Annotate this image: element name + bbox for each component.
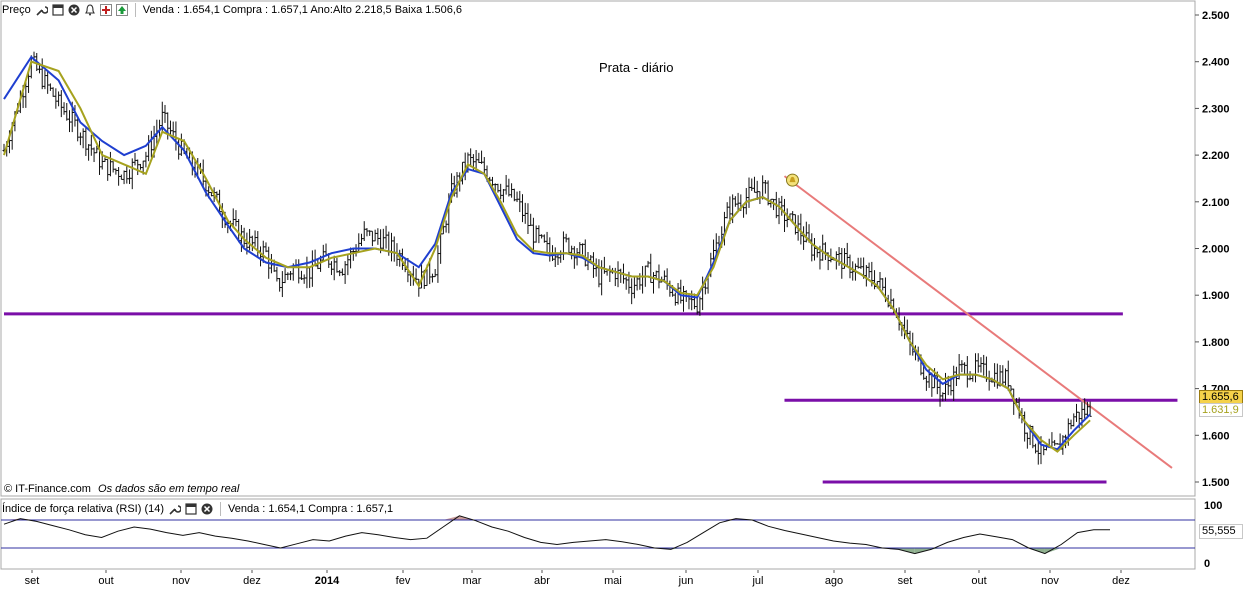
x-tick-label: jul [751,575,763,587]
rsi-panel-label: Índice de força relativa (RSI) (14) [2,503,165,515]
close-circle-icon[interactable] [68,4,80,16]
trendline[interactable] [783,175,1173,469]
rsi-y-tick-label: 100 [1204,500,1222,512]
alert-add-icon[interactable] [99,4,112,16]
y-tick-label: 1.800 [1202,337,1230,349]
rsi-y-tick-label: 0 [1204,558,1210,570]
x-tick-label: fev [396,575,411,587]
header-divider [220,502,222,516]
header-divider [134,3,136,17]
y-tick-label: 2.100 [1202,197,1230,209]
alert-marker-icon[interactable] [785,173,799,187]
x-tick-label: nov [172,575,190,587]
x-tick-label: out [971,575,986,587]
close-circle-icon[interactable] [201,503,213,515]
y-tick-label: 2.000 [1202,244,1230,256]
price-panel-label: Preço [2,4,31,16]
alert-bell-icon[interactable] [84,4,96,16]
y-tick-label: 1.900 [1202,290,1230,302]
x-tick-label: set [25,575,40,587]
rsi-line [3,515,1110,555]
x-tick-label: mai [604,575,622,587]
series-line-ma_slow [3,60,1091,453]
credit-note: Os dados são em tempo real [98,483,240,495]
x-tick-label: set [898,575,913,587]
window-icon[interactable] [52,4,64,16]
alert-up-icon[interactable] [115,4,128,16]
x-axis: set out nov dez 2014 fev mar abr mai jun jul ago set… [25,570,1130,587]
y-tick-label: 2.500 [1202,10,1230,22]
y-tick-label: 1.500 [1202,477,1230,489]
x-tick-label: mar [463,575,482,587]
candle [1088,401,1092,417]
x-tick-label: ago [825,575,843,587]
window-icon[interactable] [185,503,197,515]
price-panel: 2.500 2.400 2.300 2.200 2.100 2.000 1.900 1.800… [0,0,1243,497]
rsi-panel: 100500 Índice de força relativa (RSI) (1… [0,497,1254,570]
x-tick-label: jun [678,575,694,587]
rsi-oversold-fill [1044,548,1062,554]
rsi-value-tag: 55,555 [1199,524,1243,539]
price-chart: 2.500 2.400 2.300 2.200 2.100 2.000 1.900 1.800… [0,0,1230,497]
ma-value-tag: 1.631,9 [1199,403,1243,417]
credit-source: © IT-Finance.com [4,483,91,495]
wrench-icon[interactable] [35,4,49,17]
x-tick-label: out [98,575,113,587]
credit-line: © IT-Finance.com Os dados são em tempo r… [4,483,239,495]
x-tick-label: abr [534,575,550,587]
x-tick-label: dez [243,575,261,587]
y-tick-label: 2.300 [1202,103,1230,115]
x-tick-label: 2014 [315,575,340,587]
price-quote: Venda : 1.654,1 Compra : 1.657,1 Ano:Alt… [142,4,462,16]
x-tick-label: nov [1041,575,1059,587]
y-tick-label: 2.400 [1202,57,1230,69]
x-tick-label: dez [1112,575,1130,587]
chart-title: Prata - diário [599,60,674,75]
y-tick-label: 1.600 [1202,430,1230,442]
wrench-icon[interactable] [168,503,182,516]
price-header: Preço Venda : 1.654,1 Compra : 1.657,1 A… [2,2,462,18]
rsi-quote: Venda : 1.654,1 Compra : 1.657,1 [228,503,394,515]
rsi-header: Índice de força relativa (RSI) (14) Vend… [2,501,394,517]
y-tick-label: 2.200 [1202,150,1230,162]
